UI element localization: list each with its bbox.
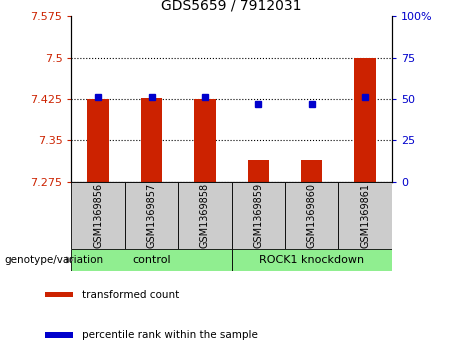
Bar — [178, 182, 231, 249]
Text: GSM1369859: GSM1369859 — [254, 183, 263, 248]
Bar — [285, 182, 338, 249]
Bar — [45, 292, 73, 297]
Title: GDS5659 / 7912031: GDS5659 / 7912031 — [161, 0, 302, 12]
Bar — [231, 249, 392, 271]
Text: control: control — [132, 255, 171, 265]
Text: GSM1369861: GSM1369861 — [360, 183, 370, 248]
Bar — [338, 182, 392, 249]
Bar — [71, 182, 125, 249]
Text: ROCK1 knockdown: ROCK1 knockdown — [259, 255, 364, 265]
Text: transformed count: transformed count — [82, 290, 179, 299]
Text: percentile rank within the sample: percentile rank within the sample — [82, 330, 257, 340]
Text: GSM1369856: GSM1369856 — [93, 183, 103, 248]
Bar — [141, 98, 162, 182]
Bar — [45, 332, 73, 338]
Bar — [248, 160, 269, 182]
Bar — [71, 249, 231, 271]
Text: genotype/variation: genotype/variation — [5, 255, 104, 265]
Text: GSM1369858: GSM1369858 — [200, 183, 210, 248]
Bar — [231, 182, 285, 249]
Bar — [88, 99, 109, 182]
Text: GSM1369857: GSM1369857 — [147, 183, 157, 248]
Bar — [125, 182, 178, 249]
Bar — [355, 58, 376, 182]
Text: GSM1369860: GSM1369860 — [307, 183, 317, 248]
Bar — [301, 160, 322, 182]
Bar — [194, 99, 216, 182]
